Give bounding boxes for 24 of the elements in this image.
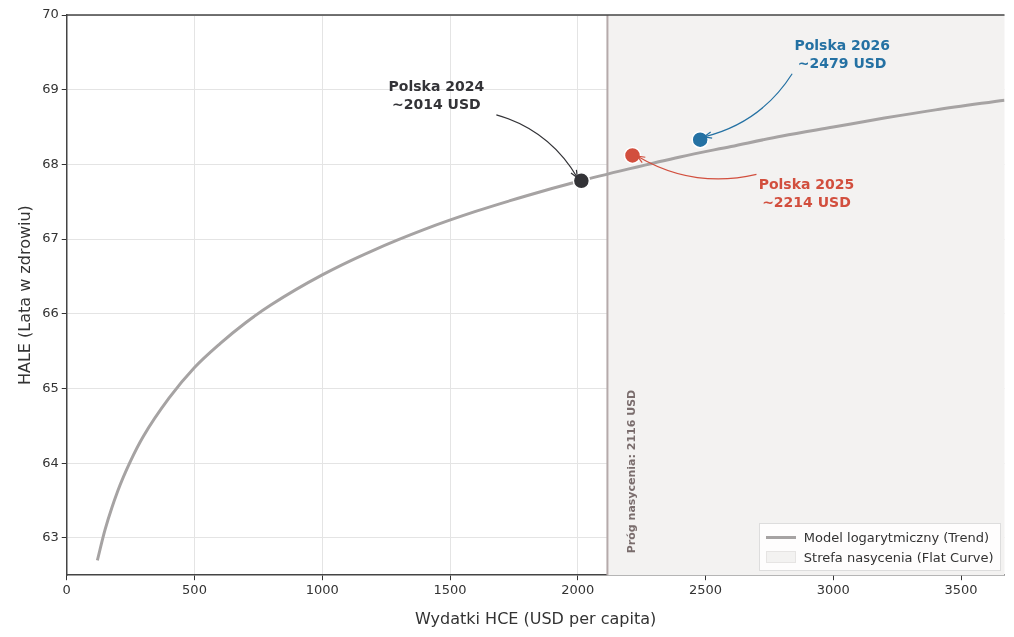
y-tick-label: 64 [42,454,59,470]
x-tick-label: 2500 [688,582,723,598]
annotation: Polska 2024 ~2014 USD [388,78,485,113]
ref-line-label: Próg nasycenia: 2116 USD [625,389,639,554]
x-tick-label: 2000 [561,582,595,598]
y-tick-label: 68 [42,155,59,171]
annotation: Polska 2025 ~2214 USD [758,176,855,211]
x-tick-label: 3500 [944,582,978,598]
legend-label: Model logarytmiczny (Trend) [803,529,989,545]
y-tick-label: 63 [42,529,59,545]
x-axis-title: Wydatki HCE (USD per capita) [415,608,657,628]
x-tick-label: 0 [62,582,71,598]
x-tick-label: 3000 [816,582,850,598]
y-tick-label: 69 [42,81,59,97]
y-tick-label: 65 [42,379,59,395]
x-tick-label: 1000 [305,582,339,598]
y-tick-label: 66 [42,305,59,321]
y-tick-label: 67 [42,230,59,246]
annotation: Polska 2026 ~2479 USD [794,37,890,72]
y-tick-label: 70 [42,6,59,22]
band-label: Strefa nasycenia (Flat Curve) [803,549,994,565]
x-tick-label: 500 [182,582,207,598]
y-axis-title: HALE (Lata w zdrowiu) [14,205,34,386]
x-tick-label: 1500 [433,582,467,598]
